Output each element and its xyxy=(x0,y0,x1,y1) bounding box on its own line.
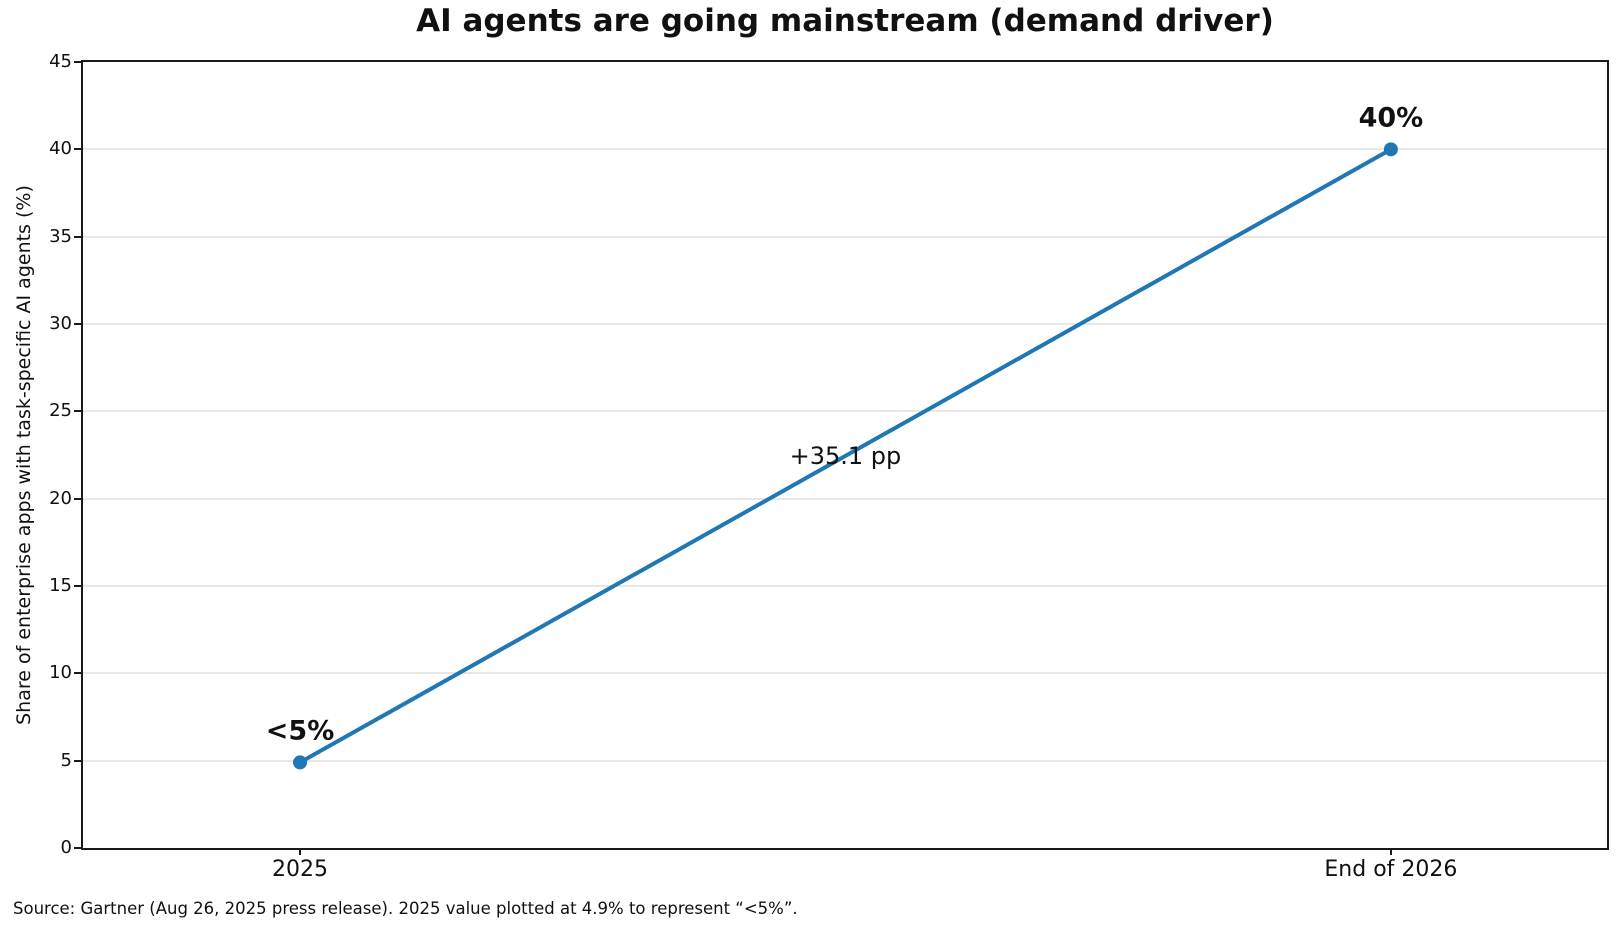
y-tick-label: 30 xyxy=(49,313,72,334)
y-tick-mark xyxy=(74,61,82,63)
y-tick-label: 10 xyxy=(49,662,72,684)
data-point-marker xyxy=(293,755,308,770)
data-point-label: <5% xyxy=(265,715,335,747)
data-point-label: 40% xyxy=(1358,102,1424,134)
y-tick-label: 20 xyxy=(49,487,72,509)
x-tick-mark xyxy=(299,848,302,855)
data-point-marker xyxy=(1383,142,1398,157)
y-tick-mark xyxy=(74,672,82,675)
delta-annotation: +35.1 pp xyxy=(789,441,902,470)
y-tick-label: 45 xyxy=(49,51,72,72)
y-tick-mark xyxy=(74,759,82,762)
line-series-svg xyxy=(293,142,1398,770)
y-tick-label: 5 xyxy=(60,749,72,771)
chart-title: AI agents are going mainstream (demand d… xyxy=(416,3,1274,39)
gridline xyxy=(83,235,1607,238)
y-tick-label: 0 xyxy=(60,837,72,858)
gridline xyxy=(83,410,1607,413)
y-tick-mark xyxy=(74,148,82,151)
y-tick-mark xyxy=(74,585,82,587)
y-tick-label: 35 xyxy=(49,225,72,247)
x-tick-label: End of 2026 xyxy=(1324,857,1458,882)
gridline xyxy=(83,148,1607,151)
y-tick-label: 40 xyxy=(49,138,72,160)
y-tick-label: 15 xyxy=(49,575,72,596)
y-tick-mark xyxy=(74,497,82,500)
gridline xyxy=(83,323,1607,325)
gridline xyxy=(83,497,1607,500)
series-line xyxy=(298,147,1393,765)
y-tick-label: 25 xyxy=(49,400,72,422)
x-tick-label: 2025 xyxy=(272,857,329,882)
y-tick-mark xyxy=(74,847,82,849)
y-tick-mark xyxy=(74,323,82,325)
y-tick-mark xyxy=(74,410,82,413)
source-note: Source: Gartner (Aug 26, 2025 press rele… xyxy=(13,899,798,918)
y-axis-label: Share of enterprise apps with task-speci… xyxy=(13,185,35,725)
gridline xyxy=(83,759,1607,762)
gridline xyxy=(83,585,1607,587)
x-tick-mark xyxy=(1389,848,1392,855)
y-tick-mark xyxy=(74,235,82,238)
gridline xyxy=(83,672,1607,675)
plot-area: <5% 40% +35.1 pp xyxy=(83,62,1607,848)
